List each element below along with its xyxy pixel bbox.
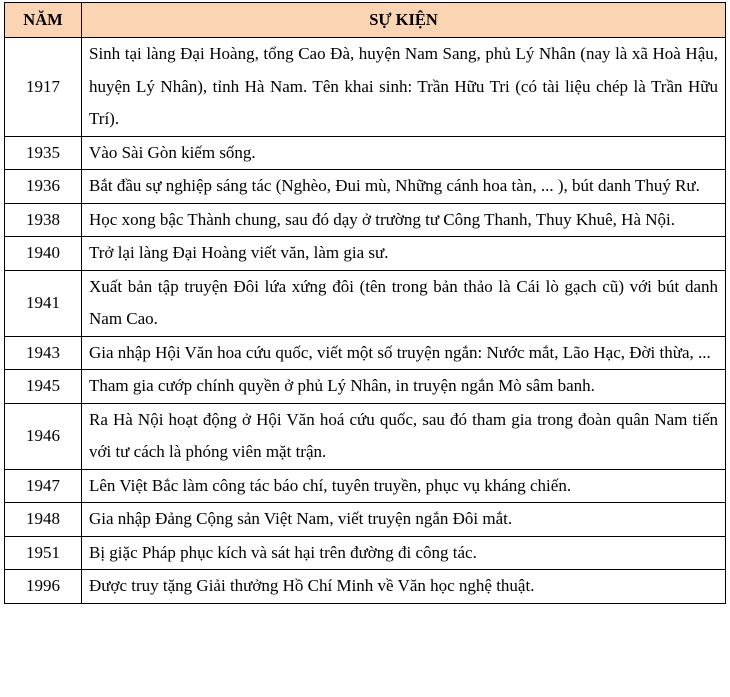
year-cell: 1936 xyxy=(4,169,82,204)
table-row: 1943 Gia nhập Hội Văn hoa cứu quốc, viết … xyxy=(4,335,726,370)
table-row: 1951 Bị giặc Pháp phục kích và sát hại tr… xyxy=(4,535,726,570)
event-cell: Trở lại làng Đại Hoàng viết văn, làm gia… xyxy=(81,236,726,271)
event-cell: Gia nhập Đảng Cộng sản Việt Nam, viết tr… xyxy=(81,502,726,537)
year-cell: 1917 xyxy=(4,37,82,137)
year-cell: 1946 xyxy=(4,402,82,470)
year-column-header: NĂM xyxy=(4,2,82,38)
event-cell: Ra Hà Nội hoạt động ở Hội Văn hoá cứu qu… xyxy=(81,402,726,470)
year-cell: 1947 xyxy=(4,468,82,503)
table-row: 1935 Vào Sài Gòn kiếm sống. xyxy=(4,135,726,170)
header-row: NĂM SỰ KIỆN xyxy=(4,2,726,38)
table-row: 1946 Ra Hà Nội hoạt động ở Hội Văn hoá cứ… xyxy=(4,402,726,470)
event-cell: Lên Việt Bắc làm công tác báo chí, tuyên… xyxy=(81,468,726,503)
table-row: 1917 Sinh tại làng Đại Hoàng, tổng Cao Đà… xyxy=(4,37,726,137)
year-cell: 1996 xyxy=(4,569,82,604)
event-cell: Xuất bản tập truyện Đôi lứa xứng đôi (tê… xyxy=(81,269,726,337)
year-cell: 1948 xyxy=(4,502,82,537)
event-cell: Sinh tại làng Đại Hoàng, tổng Cao Đà, hu… xyxy=(81,37,726,137)
year-cell: 1940 xyxy=(4,236,82,271)
event-cell: Tham gia cướp chính quyền ở phủ Lý Nhân,… xyxy=(81,369,726,404)
event-cell: Vào Sài Gòn kiếm sống. xyxy=(81,135,726,170)
table-row: 1945 Tham gia cướp chính quyền ở phủ Lý N… xyxy=(4,369,726,404)
year-cell: 1935 xyxy=(4,135,82,170)
table-row: 1936 Bắt đầu sự nghiệp sáng tác (Nghèo, Đ… xyxy=(4,169,726,204)
table-row: 1948 Gia nhập Đảng Cộng sản Việt Nam, viế… xyxy=(4,502,726,537)
event-cell: Được truy tặng Giải thưởng Hồ Chí Minh v… xyxy=(81,569,726,604)
table-row: 1996 Được truy tặng Giải thưởng Hồ Chí Mi… xyxy=(4,569,726,604)
year-cell: 1945 xyxy=(4,369,82,404)
year-cell: 1951 xyxy=(4,535,82,570)
table-row: 1940 Trở lại làng Đại Hoàng viết văn, làm… xyxy=(4,236,726,271)
event-cell: Gia nhập Hội Văn hoa cứu quốc, viết một … xyxy=(81,335,726,370)
table-row: 1947 Lên Việt Bắc làm công tác báo chí, t… xyxy=(4,468,726,503)
event-column-header: SỰ KIỆN xyxy=(81,2,726,38)
year-cell: 1941 xyxy=(4,269,82,337)
event-cell: Bị giặc Pháp phục kích và sát hại trên đ… xyxy=(81,535,726,570)
event-cell: Học xong bậc Thành chung, sau đó dạy ở t… xyxy=(81,202,726,237)
table-row: 1938 Học xong bậc Thành chung, sau đó dạy… xyxy=(4,202,726,237)
event-cell: Bắt đầu sự nghiệp sáng tác (Nghèo, Đui m… xyxy=(81,169,726,204)
year-cell: 1943 xyxy=(4,335,82,370)
table-row: 1941 Xuất bản tập truyện Đôi lứa xứng đôi… xyxy=(4,269,726,337)
timeline-table: NĂM SỰ KIỆN 1917 Sinh tại làng Đại Hoàng,… xyxy=(4,2,726,604)
year-cell: 1938 xyxy=(4,202,82,237)
